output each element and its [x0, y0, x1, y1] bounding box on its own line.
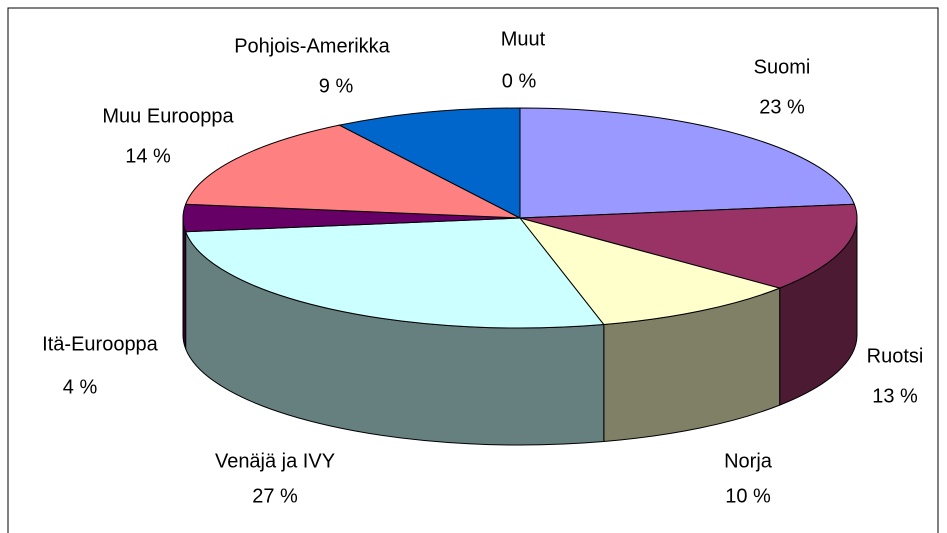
slice-label: Ruotsi: [867, 345, 924, 367]
value-label: 27 %: [252, 485, 298, 507]
slice-label: Norja: [724, 450, 773, 472]
value-label: 14 %: [125, 145, 171, 167]
value-label: 13 %: [872, 385, 918, 407]
slice: [184, 217, 605, 329]
slice: [519, 203, 858, 289]
slice-label: Venäjä ja IVY: [215, 450, 335, 472]
value-label: 23 %: [759, 96, 805, 118]
slice: [519, 107, 856, 219]
value-label: 9 %: [319, 75, 354, 97]
slice-side: [182, 217, 187, 349]
value-label: 4 %: [63, 376, 98, 398]
slice-label: Suomi: [754, 56, 811, 78]
slice-label: Muut: [501, 28, 546, 50]
slice: [337, 107, 521, 219]
slice-label: Muu Eurooppa: [102, 105, 234, 127]
slice: [184, 124, 521, 219]
slice-label: Itä-Eurooppa: [42, 333, 159, 355]
slice-label: Pohjois-Amerikka: [234, 35, 390, 57]
value-label: 10 %: [725, 485, 771, 507]
slice: [518, 217, 782, 326]
value-label: 0 %: [502, 70, 537, 92]
